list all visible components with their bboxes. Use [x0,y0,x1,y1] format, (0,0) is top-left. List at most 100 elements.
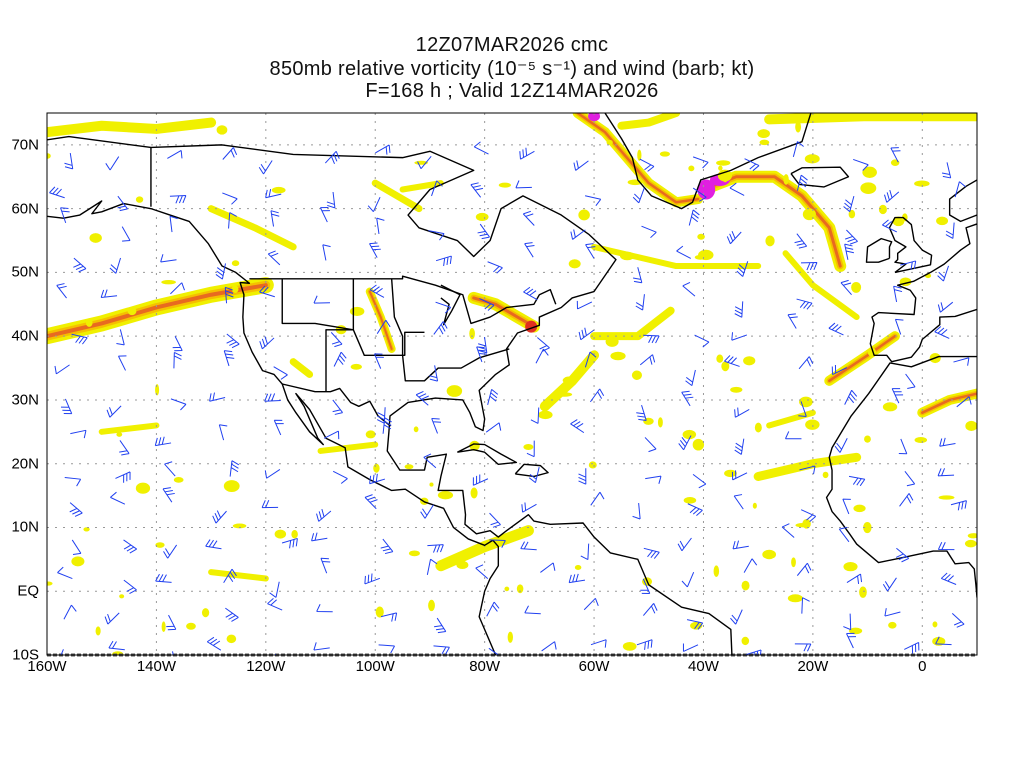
vorticity-speckle [578,209,590,221]
wind-barb [843,196,855,212]
vorticity-speckle [795,522,811,528]
wind-barb [169,195,187,204]
vorticity-band [289,358,314,378]
vorticity-band-core [700,173,844,270]
vorticity-speckle [469,327,475,340]
wind-barb [479,298,495,311]
lon-label: 60W [578,658,610,675]
wind-barb [940,572,957,585]
wind-barb [60,649,64,655]
lat-label: 20N [11,455,39,473]
wind-barb [121,226,131,242]
wind-barb [269,581,280,598]
vorticity-speckle [47,581,53,586]
vorticity-speckle [186,622,196,630]
vorticity-speckle [741,580,750,591]
vorticity-speckle [231,260,240,267]
wind-barb [787,313,798,329]
wind-barb [172,335,183,352]
wind-barb [515,180,532,189]
vorticity-speckle [882,402,898,412]
wind-barb [891,388,904,404]
lon-label: 0 [918,658,927,675]
vorticity-speckle [637,149,642,161]
vorticity-speckle [538,410,553,420]
vorticity-speckle [697,233,705,240]
vorticity-speckle [743,356,756,366]
vorticity-speckle [659,151,671,157]
vorticity-speckle [568,259,581,269]
wind-barb [265,189,282,199]
wind-barb [475,564,489,580]
lat-label: 40N [11,327,39,345]
wind-barb [116,329,125,346]
wind-barb [845,229,858,245]
wind-barb [894,318,904,335]
wind-barb [117,195,128,212]
wind-barb [100,289,118,299]
wind-barb [570,419,585,434]
wind-barb [173,351,182,369]
vorticity-speckle [682,429,697,440]
vorticity-speckle [622,641,637,651]
coastline [282,383,391,427]
wind-barb [794,233,808,249]
vorticity-speckle [848,209,856,219]
wind-barb [212,510,227,524]
wind-barb [473,141,489,155]
wind-barb [224,286,234,304]
wind-barb [798,401,807,417]
vorticity-speckle [688,165,695,172]
wind-barb [540,562,556,573]
vorticity-speckle [375,606,384,618]
wind-barb [905,373,916,389]
wind-barb [380,538,394,555]
vorticity-speckle [437,490,454,500]
vorticity-speckle [89,233,102,243]
vorticity-speckle [860,182,877,194]
vorticity-speckle [619,251,635,261]
wind-barb [904,641,920,654]
vorticity-speckle [85,318,93,327]
wind-barb [643,334,660,344]
wind-barb [64,477,82,487]
wind-barb [109,257,122,274]
vorticity-band [208,569,269,582]
wind-barb [744,158,760,172]
wind-barb [426,558,438,575]
wind-barb [831,364,848,375]
wind-barb [796,298,813,310]
wind-barb [844,389,858,405]
wind-barb [433,321,448,335]
wind-barb [834,437,848,453]
wind-barb [796,562,812,576]
title-valid: F=168 h ; Valid 12Z14MAR2026 [365,80,659,102]
wind-barb [73,257,87,273]
vorticity-band [764,113,977,125]
wind-barb [636,639,653,650]
vorticity-speckle [783,174,789,185]
vorticity-speckle [822,471,829,479]
wind-barb [374,353,384,369]
wind-barb [641,225,657,239]
vorticity-speckle [805,419,820,430]
wind-barb [898,438,908,455]
wind-barb [838,526,850,543]
wind-barb [687,503,703,516]
wind-barb [427,544,444,553]
vorticity-speckle [859,586,867,598]
vorticity-speckle [759,139,770,146]
coastline [456,443,518,466]
wind-barb [489,539,506,548]
wind-barb [570,229,586,240]
vorticity-speckle [504,586,510,592]
coastline [602,113,812,210]
wind-barb [639,354,656,366]
vorticity-speckle [888,621,897,629]
wind-barb [60,207,70,224]
coastline [325,278,355,392]
wind-barb [937,301,954,313]
vorticity-band [317,441,379,454]
wind-barb [428,230,445,241]
vorticity-band [590,306,675,341]
